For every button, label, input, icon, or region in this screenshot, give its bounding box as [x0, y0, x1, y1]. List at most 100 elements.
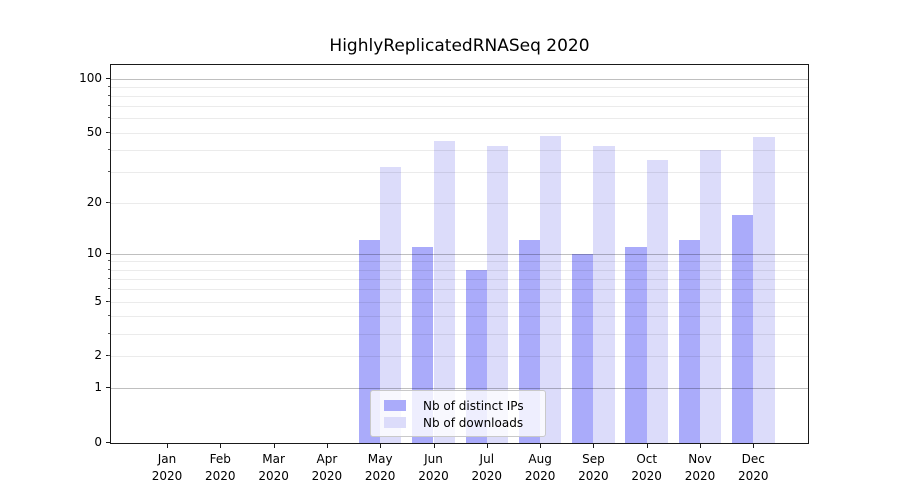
- x-tick-label-line: Nov: [688, 452, 712, 466]
- minor-gridline-2: [111, 356, 808, 358]
- minor-gridline-8: [111, 269, 808, 271]
- x-tick-label-line: Sep: [582, 452, 605, 466]
- x-tick-label-feb: Feb 2020: [190, 451, 250, 484]
- x-tick-mark-nov: [700, 444, 701, 448]
- y-tick-label-5: 5: [94, 293, 102, 308]
- y-tick-label-100: 100: [79, 70, 102, 85]
- y-minor-tick-mark-9: [107, 260, 110, 262]
- bar-nb-of-downloads-nov: [700, 149, 722, 443]
- y-tick-mark-1: [106, 387, 110, 389]
- minor-gridline-50: [111, 132, 808, 134]
- y-minor-tick-mark-4: [107, 314, 110, 316]
- bar-nb-of-downloads-jun: [433, 140, 455, 443]
- minor-gridline-5: [111, 301, 808, 303]
- x-tick-label-line: Jan: [157, 452, 177, 466]
- x-tick-label-jun: Jun 2020: [404, 451, 464, 484]
- y-minor-tick-mark-40: [107, 148, 110, 150]
- y-tick-label-20: 20: [86, 194, 102, 209]
- y-tick-mark-0: [106, 442, 110, 443]
- minor-gridline-60: [111, 118, 808, 120]
- y-minor-tick-mark-30: [107, 170, 110, 172]
- y-tick-mark-100: [106, 77, 110, 79]
- x-tick-mark-jan: [167, 444, 168, 448]
- minor-gridline-7: [111, 278, 808, 280]
- minor-gridline-90: [111, 86, 808, 88]
- y-minor-tick-mark-80: [107, 95, 110, 97]
- x-tick-label-line: 2020: [258, 468, 289, 483]
- y-tick-label-1: 1: [94, 380, 102, 395]
- bar-nb-of-downloads-dec: [753, 137, 775, 443]
- x-tick-mark-sep: [593, 444, 595, 448]
- x-tick-mark-oct: [646, 444, 648, 448]
- minor-gridline-4: [111, 315, 808, 317]
- x-tick-mark-jul: [486, 444, 488, 448]
- plot-area: [110, 64, 809, 444]
- y-minor-tick-mark-20: [107, 201, 110, 203]
- y-minor-tick-mark-70: [107, 105, 110, 107]
- x-tick-mark-aug: [540, 444, 542, 448]
- x-tick-mark-dec: [753, 444, 755, 448]
- y-minor-tick-mark-6: [107, 288, 110, 290]
- bar-nb-of-distinct-ips-oct: [625, 246, 647, 443]
- x-tick-label-line: 2020: [738, 468, 769, 483]
- legend-item-distinct-ips: Nb of distinct IPs: [384, 397, 537, 414]
- y-minor-tick-mark-2: [107, 355, 110, 357]
- y-tick-label-10: 10: [86, 245, 102, 260]
- x-tick-mark-may: [380, 444, 382, 448]
- x-tick-mark-jun: [433, 444, 435, 448]
- y-tick-label-0: 0: [94, 435, 102, 449]
- bar-nb-of-downloads-sep: [593, 146, 615, 443]
- y-minor-tick-mark-3: [107, 332, 110, 334]
- y-minor-tick-mark-90: [107, 85, 110, 87]
- x-tick-label-line: Jun: [424, 452, 443, 466]
- major-gridline-10: [111, 253, 808, 255]
- minor-gridline-3: [111, 333, 808, 335]
- x-tick-mark-mar: [273, 444, 275, 448]
- legend-item-downloads: Nb of downloads: [384, 414, 537, 431]
- bar-nb-of-downloads-aug: [540, 135, 562, 443]
- x-tick-label-line: 2020: [631, 468, 662, 483]
- minor-gridline-30: [111, 171, 808, 173]
- x-tick-label-line: Aug: [528, 452, 552, 466]
- x-tick-mark-feb: [220, 444, 222, 448]
- y-tick-label-2: 2: [94, 348, 102, 363]
- major-gridline-1: [111, 388, 808, 390]
- legend-label-distinct-ips: Nb of distinct IPs: [423, 398, 524, 413]
- minor-gridline-70: [111, 106, 808, 108]
- x-tick-label-line: Jul: [479, 452, 495, 466]
- x-tick-label-line: Mar: [262, 452, 285, 466]
- y-minor-tick-mark-50: [107, 131, 110, 133]
- x-tick-label-jan: Jan 2020: [137, 451, 197, 484]
- bar-nb-of-downloads-oct: [646, 160, 668, 443]
- bar-nb-of-downloads-jul: [486, 146, 509, 443]
- y-tick-mark-10: [106, 252, 110, 254]
- x-tick-label-line: 2020: [205, 468, 236, 483]
- x-tick-label-line: Apr: [316, 452, 338, 466]
- bars-layer: [111, 65, 808, 443]
- x-tick-label-line: 2020: [364, 468, 396, 483]
- minor-gridline-40: [111, 149, 808, 151]
- legend-swatch-downloads: [384, 417, 406, 428]
- minor-gridline-9: [111, 261, 808, 263]
- major-gridline-100: [111, 78, 808, 80]
- x-tick-label-line: 2020: [151, 468, 183, 483]
- bar-nb-of-distinct-ips-dec: [732, 214, 754, 443]
- x-tick-label-line: 2020: [684, 468, 716, 483]
- legend: Nb of distinct IPs Nb of downloads: [370, 390, 546, 437]
- gridlines-layer: [111, 65, 808, 443]
- x-tick-label-aug: Aug 2020: [510, 451, 570, 484]
- x-tick-label-line: Feb: [209, 452, 231, 466]
- bar-nb-of-downloads-may: [380, 166, 402, 443]
- x-tick-label-line: 2020: [578, 468, 609, 483]
- bar-nb-of-distinct-ips-nov: [678, 240, 700, 443]
- x-tick-label-mar: Mar 2020: [244, 451, 304, 484]
- minor-gridline-80: [111, 96, 808, 98]
- legend-swatch-distinct-ips: [384, 400, 406, 411]
- x-tick-label-dec: Dec 2020: [723, 451, 783, 484]
- x-tick-label-oct: Oct 2020: [617, 451, 677, 484]
- x-tick-label-line: 2020: [524, 468, 556, 483]
- x-tick-label-nov: Nov 2020: [670, 451, 730, 484]
- legend-label-downloads: Nb of downloads: [423, 415, 524, 430]
- x-tick-mark-apr: [326, 444, 328, 448]
